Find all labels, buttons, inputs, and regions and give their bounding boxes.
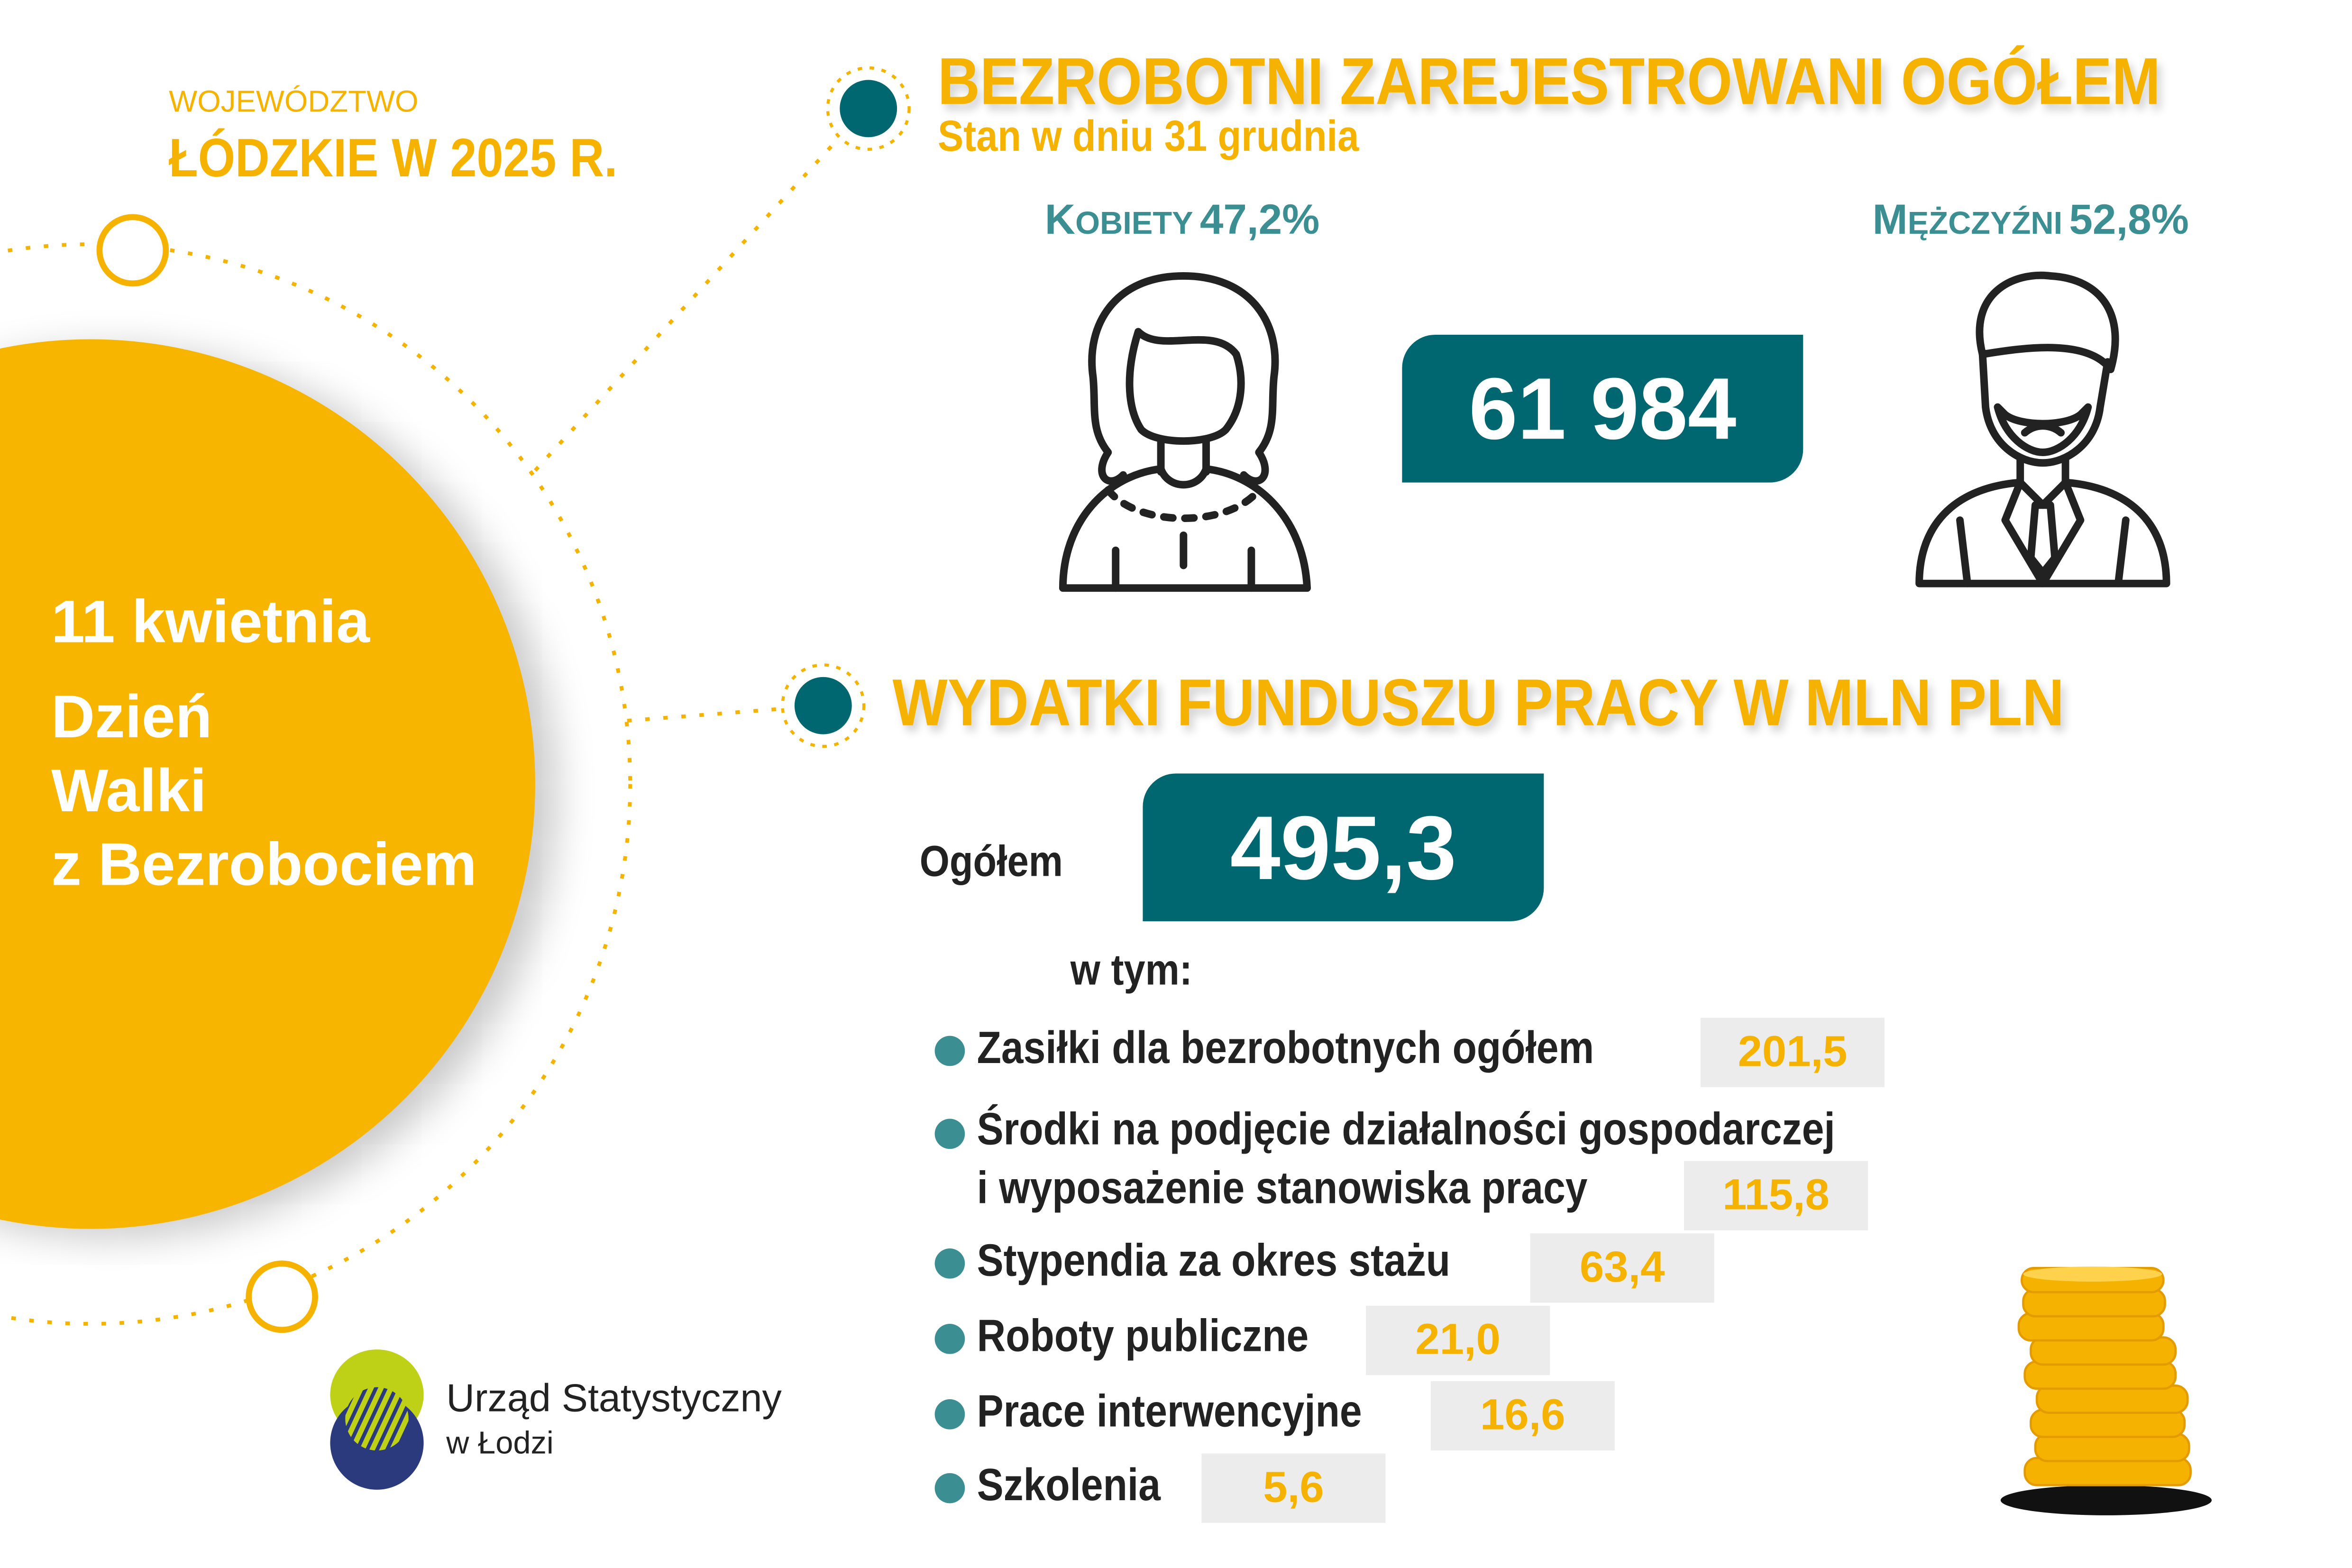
list-item-value: 201,5 [1701, 1018, 1885, 1087]
region-label: WOJEWÓDZTWO [169, 86, 419, 119]
statistics-office-logo [330, 1349, 424, 1490]
logo-name-line1: Urząd Statystyczny [446, 1375, 782, 1421]
man-icon [1915, 271, 2170, 587]
unemployed-total: 61 984 [1402, 334, 1803, 483]
bullet-icon [934, 1248, 965, 1279]
list-item-value: 16,6 [1430, 1381, 1615, 1451]
fund-total-label: Ogółem [919, 838, 1063, 887]
list-item-label: Prace interwencyjne [977, 1387, 1362, 1437]
dotted-orbit [0, 242, 632, 1326]
woman-icon [1059, 272, 1311, 592]
ring-node-icon [96, 214, 169, 287]
unemployed-title: BEZROBOTNI ZAREJESTROWANI OGÓŁEM [937, 45, 2160, 119]
bullet-icon [934, 1399, 965, 1430]
ring-node-icon [246, 1260, 318, 1333]
event-name-line1: Dzień [51, 684, 212, 751]
list-item-value: 63,4 [1530, 1233, 1714, 1303]
list-item-value: 21,0 [1366, 1305, 1550, 1375]
dotted-connector-middle [627, 706, 784, 723]
men-label-initial: M [1872, 196, 1908, 243]
unemployed-subtitle: Stan w dniu 31 grudnia [937, 113, 1359, 162]
node-dot-icon [840, 80, 897, 138]
list-item-value: 115,8 [1684, 1161, 1868, 1230]
list-item-label: Zasiłki dla bezrobotnych ogółem [977, 1024, 1594, 1074]
event-name-line3: z Bezrobociem [51, 832, 477, 899]
men-label: MĘŻCZYŹNI 52,8% [1873, 196, 2189, 244]
logo-name-line2: w Łodzi [446, 1426, 554, 1461]
list-item-label: Szkolenia [977, 1461, 1161, 1511]
women-label-initial: K [1044, 196, 1076, 243]
women-percent: 47,2% [1199, 196, 1320, 243]
dotted-connector-top [533, 137, 840, 472]
bullet-icon [934, 1473, 965, 1504]
women-label-rest: OBIETY [1075, 206, 1193, 241]
bullet-icon [934, 1036, 965, 1066]
fund-title: WYDATKI FUNDUSZU PRACY W MLN PLN [892, 666, 2065, 741]
men-percent: 52,8% [2069, 196, 2189, 243]
list-item-label: Stypendia za okres stażu [977, 1236, 1451, 1286]
event-name-line2: Walki [51, 758, 207, 825]
list-item-label-continued: i wyposażenie stanowiska pracy [977, 1164, 1588, 1214]
node-dot-icon [794, 677, 852, 734]
region-title: ŁÓDZKIE W 2025 R. [169, 127, 618, 189]
including-label: w tym: [1070, 947, 1192, 995]
event-date: 11 kwietnia [51, 589, 370, 656]
bullet-icon [934, 1324, 965, 1354]
men-label-rest: ĘŻCZYŹNI [1907, 206, 2063, 241]
fund-total: 495,3 [1143, 773, 1544, 921]
list-item-label: Roboty publiczne [977, 1311, 1309, 1362]
list-item-value: 5,6 [1201, 1453, 1386, 1523]
list-item-label: Środki na podjęcie działalności gospodar… [977, 1105, 1835, 1155]
women-label: KOBIETY 47,2% [1045, 196, 1320, 244]
bullet-icon [934, 1119, 965, 1149]
coins-stack-icon [2000, 1266, 2212, 1515]
